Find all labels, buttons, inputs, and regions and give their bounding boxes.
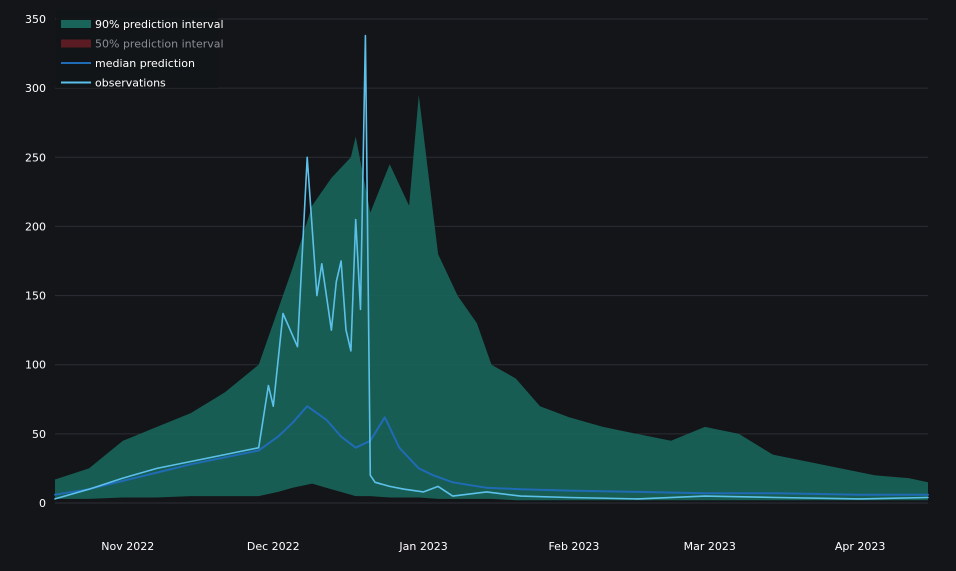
x-tick-label: Mar 2023 xyxy=(684,540,736,553)
x-tick-label: Apr 2023 xyxy=(835,540,886,553)
y-tick-label: 200 xyxy=(25,220,46,233)
y-tick-label: 300 xyxy=(25,82,46,95)
y-axis: 0 50 100 150 200 250 300 350 xyxy=(25,13,46,510)
lines xyxy=(54,34,929,500)
x-tick-label: Dec 2022 xyxy=(247,540,300,553)
band-90-prediction-interval xyxy=(55,95,928,501)
prediction-bands xyxy=(55,95,928,501)
x-axis: Nov 2022 Dec 2022 Jan 2023 Feb 2023 Mar 2023… xyxy=(101,540,885,553)
y-tick-label: 150 xyxy=(25,290,46,303)
x-tick-label: Jan 2023 xyxy=(398,540,447,553)
observations-line xyxy=(54,34,929,500)
legend-label: median prediction xyxy=(95,57,195,70)
y-tick-label: 100 xyxy=(25,359,46,372)
legend-swatch xyxy=(61,39,91,48)
y-tick-label: 350 xyxy=(25,13,46,26)
x-tick-label: Feb 2023 xyxy=(548,540,599,553)
x-tick-label: Nov 2022 xyxy=(101,540,154,553)
legend-swatch xyxy=(61,20,91,28)
legend-label: observations xyxy=(95,77,166,90)
legend-label: 50% prediction interval xyxy=(95,38,224,51)
y-tick-label: 250 xyxy=(25,151,46,164)
legend-label: 90% prediction interval xyxy=(95,18,224,31)
legend: 90% prediction interval 50% prediction in… xyxy=(56,10,224,90)
y-tick-label: 0 xyxy=(39,497,46,510)
y-tick-label: 50 xyxy=(32,428,46,441)
